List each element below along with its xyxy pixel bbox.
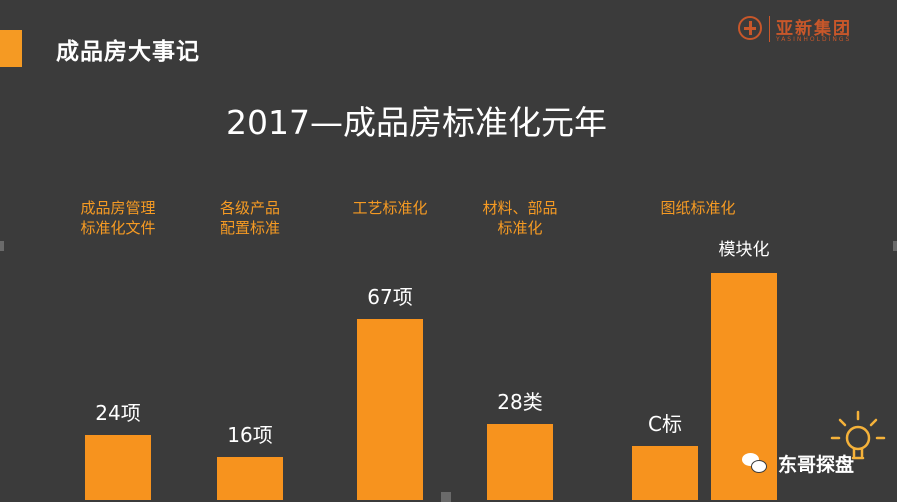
- category-label-4: 材料、部品 标准化: [482, 199, 558, 237]
- bar-1: [85, 435, 151, 500]
- bar-5: [632, 446, 698, 500]
- bottom-edge-marker: [441, 492, 451, 502]
- category-label-5: 图纸标准化: [660, 199, 736, 217]
- data-label-5: C标: [648, 412, 682, 436]
- right-edge-marker: [893, 241, 897, 251]
- company-logo: 亚新集团 YASINHOLDINGS: [738, 12, 888, 46]
- data-label-3: 67项: [367, 285, 413, 310]
- logo-subtitle: YASINHOLDINGS: [776, 36, 852, 43]
- accent-tab: [0, 30, 22, 67]
- bar-4: [487, 424, 553, 500]
- logo-mark-icon: [738, 16, 762, 40]
- chart-title: 2017—成品房标准化元年: [226, 103, 607, 142]
- category-label-3: 工艺标准化: [352, 199, 428, 217]
- logo-name: 亚新集团: [776, 19, 852, 39]
- page-title: 成品房大事记: [56, 39, 200, 65]
- wechat-icon-secondary: [751, 460, 767, 473]
- category-label-1: 成品房管理 标准化文件: [80, 199, 156, 237]
- data-label-6: 模块化: [718, 240, 770, 261]
- data-label-2: 16项: [227, 422, 273, 447]
- data-label-1: 24项: [95, 401, 141, 426]
- data-label-4: 28类: [497, 390, 543, 415]
- watermark-text: 东哥探盘: [778, 454, 855, 476]
- left-edge-marker: [0, 241, 4, 251]
- lightbulb-icon: [830, 410, 886, 460]
- bar-3: [357, 319, 423, 500]
- watermark: 东哥探盘: [742, 448, 892, 480]
- bar-2: [217, 456, 283, 500]
- logo-divider: [769, 16, 770, 42]
- category-label-2: 各级产品 配置标准: [219, 199, 281, 237]
